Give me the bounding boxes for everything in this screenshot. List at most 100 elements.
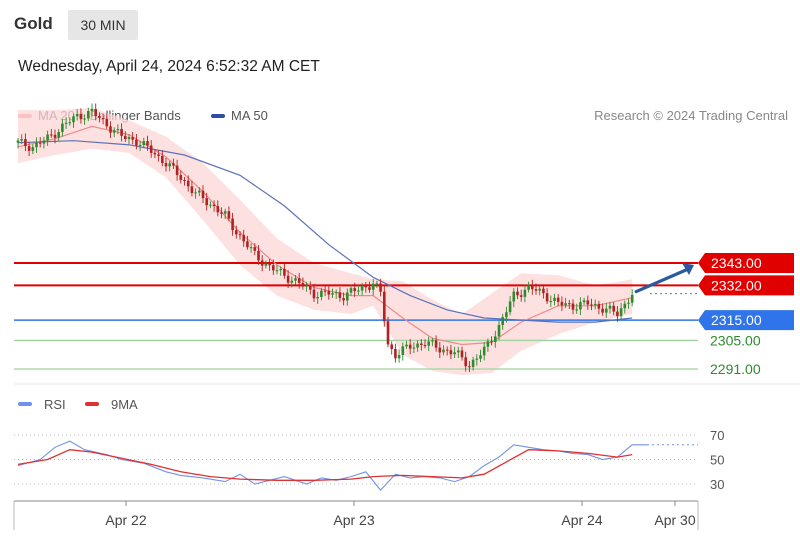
candle-body (131, 137, 134, 140)
candle (420, 339, 423, 351)
candle-body (198, 190, 201, 193)
candle (416, 340, 419, 352)
candle (346, 288, 349, 306)
candle (205, 192, 208, 211)
candle-body (16, 140, 20, 143)
candle (253, 243, 257, 256)
candle (627, 298, 630, 309)
candle-body (50, 134, 53, 136)
candle (364, 281, 368, 293)
candle (501, 313, 504, 330)
candle (445, 346, 449, 356)
candle (98, 112, 101, 123)
candle-body (294, 278, 297, 281)
candle-body (301, 282, 305, 287)
candle-body (471, 359, 475, 367)
candle (272, 259, 275, 275)
projection-arrow (634, 268, 688, 294)
candle-body (394, 348, 397, 359)
candle-body (112, 130, 116, 133)
candle-body (190, 186, 194, 194)
candle (112, 127, 116, 138)
candle (397, 349, 401, 363)
candle (297, 272, 301, 289)
candle (35, 137, 38, 153)
candle-body (434, 340, 438, 348)
candle-body (68, 122, 72, 124)
candle (512, 288, 516, 308)
candle-body (183, 179, 186, 181)
candle-body (149, 145, 153, 153)
candle-body (549, 301, 553, 303)
candle-body (590, 304, 593, 306)
candle-body (316, 297, 319, 299)
candle-body (442, 349, 445, 353)
candle-body (368, 287, 371, 290)
candle-body (494, 336, 497, 342)
candle (431, 337, 434, 347)
rsi-9ma-line (17, 449, 633, 481)
candle (590, 298, 593, 311)
candle-body (297, 278, 301, 283)
rsi-legend-swatch-icon (85, 402, 99, 406)
candle (438, 341, 442, 359)
candle (460, 346, 464, 361)
candle-body (612, 305, 615, 312)
timeframe-button[interactable]: 30 MIN (68, 10, 138, 40)
candle-body (124, 135, 127, 140)
candle (27, 141, 31, 157)
level-label-tag (698, 253, 794, 273)
candle (105, 113, 109, 129)
candle (331, 288, 334, 298)
candle-body (601, 308, 604, 313)
candle-body (571, 303, 575, 310)
rsi-tick-label: 30 (710, 477, 724, 492)
candle-body (98, 115, 101, 118)
level-label-2332.00: 2332.00 (698, 275, 794, 296)
candle (523, 284, 527, 303)
candle (531, 279, 534, 295)
candle-body (579, 302, 582, 310)
candle-body (397, 355, 401, 359)
candle-body (31, 147, 35, 151)
candle (312, 283, 316, 302)
candle-body (194, 192, 197, 194)
candle-body (586, 300, 590, 305)
candle-body (445, 349, 449, 351)
candle-body (249, 247, 253, 249)
candle-body (64, 122, 68, 124)
candle-body (490, 341, 493, 343)
candle (360, 282, 364, 296)
candle-body (116, 128, 120, 131)
candle (379, 278, 382, 297)
candle-body (564, 303, 567, 306)
candle (190, 180, 194, 197)
candle-body (416, 343, 419, 348)
rsi-legend-label: 9MA (111, 397, 138, 412)
candle-body (79, 113, 83, 120)
candle-body (172, 163, 175, 166)
candle (571, 299, 575, 315)
candle-body (290, 280, 294, 283)
bollinger-band-layer (18, 108, 633, 376)
candle (249, 243, 253, 253)
candle (157, 150, 160, 162)
candle-body (501, 317, 504, 325)
candle (427, 336, 430, 352)
candle-body (246, 241, 249, 248)
candle (434, 335, 438, 352)
candle-body (72, 116, 75, 123)
candle-body (157, 154, 160, 156)
candle-body (605, 308, 608, 313)
candle (616, 306, 619, 322)
candle-body (101, 117, 105, 119)
candle (619, 302, 623, 320)
level-label-2343.00: 2343.00 (698, 253, 794, 273)
candle-body (468, 366, 471, 368)
level-label-text: 2291.00 (710, 361, 761, 377)
candle-body (627, 302, 630, 304)
candle (475, 354, 479, 366)
candle (301, 277, 305, 290)
candle (146, 135, 149, 151)
